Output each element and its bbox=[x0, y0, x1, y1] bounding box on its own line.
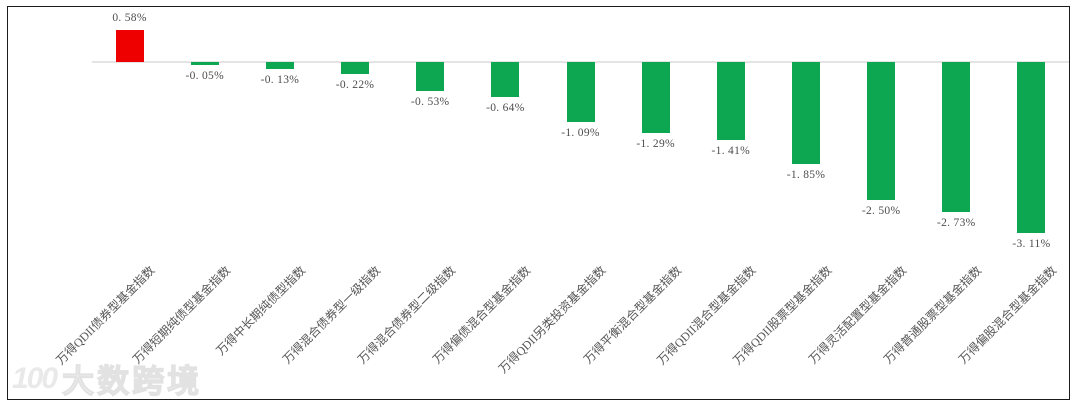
bar bbox=[867, 62, 896, 200]
bar bbox=[791, 62, 820, 164]
bar-value-label: -1. 85% bbox=[786, 168, 826, 181]
bar bbox=[491, 62, 520, 98]
bar-value-label: -1. 09% bbox=[561, 126, 600, 139]
bar bbox=[265, 62, 294, 70]
bar-value-label: -0. 53% bbox=[410, 96, 450, 109]
bar bbox=[566, 62, 595, 122]
bar-value-label: -0. 64% bbox=[486, 102, 525, 115]
bar-value-label: -3. 11% bbox=[1012, 238, 1051, 251]
bar bbox=[416, 62, 445, 92]
bar bbox=[1017, 62, 1046, 234]
bar-value-label: -2. 50% bbox=[861, 204, 901, 217]
bar bbox=[641, 62, 670, 133]
bar bbox=[716, 62, 745, 140]
bar-value-label: 0. 58% bbox=[112, 12, 147, 25]
bar-value-label: -0. 22% bbox=[335, 79, 375, 92]
bar-value-label: -0. 13% bbox=[260, 74, 300, 87]
bar bbox=[341, 62, 370, 75]
bar-value-label: -1. 41% bbox=[711, 144, 751, 157]
bar bbox=[190, 62, 219, 65]
bar bbox=[942, 62, 971, 213]
bar bbox=[115, 30, 144, 62]
bar-value-label: -0. 05% bbox=[185, 69, 224, 82]
bar-value-label: -1. 29% bbox=[636, 137, 675, 150]
bar-value-label: -2. 73% bbox=[937, 217, 976, 230]
